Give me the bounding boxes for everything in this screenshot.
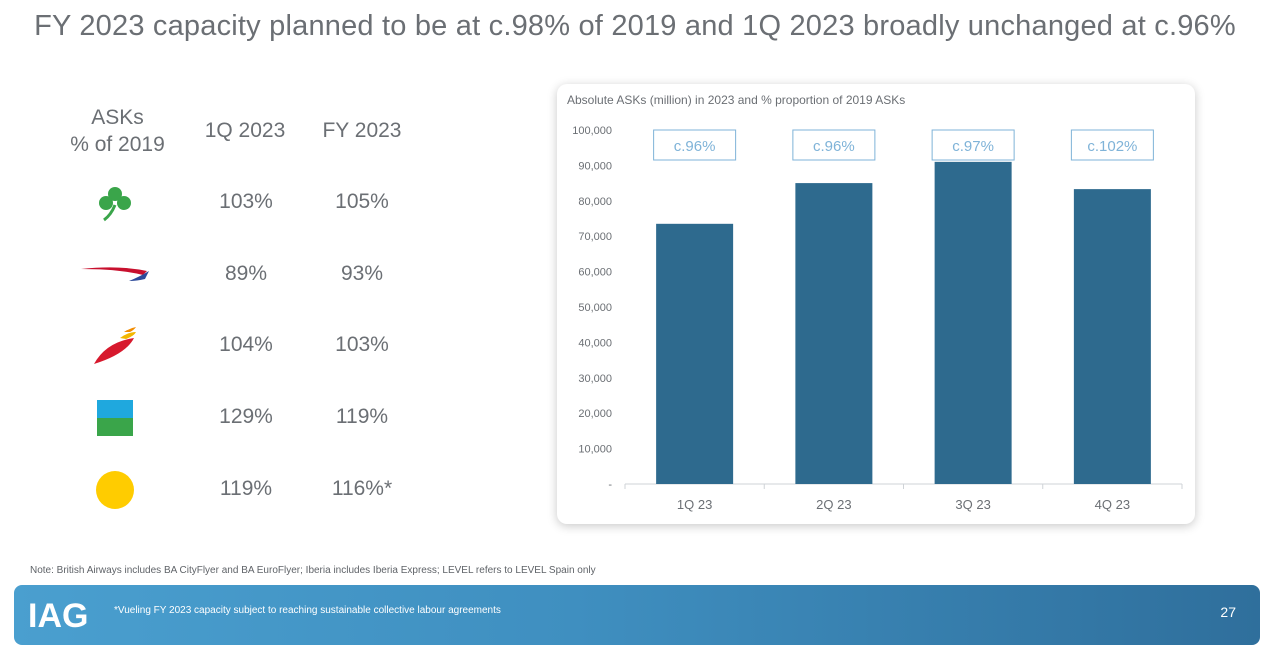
table-row-british-airways: 89% 93% <box>0 250 460 300</box>
table-row-vueling: 119% 116%* <box>0 465 460 515</box>
percent-label-box <box>1070 129 1154 161</box>
bar <box>1073 189 1151 485</box>
bar <box>795 183 873 484</box>
fy-header: FY 2023 <box>322 119 402 142</box>
british-airways-speedmarque-logo <box>60 250 170 300</box>
asks-header: ASKs % of 2019 <box>55 104 180 158</box>
vueling-q1-value: 119% <box>219 477 273 500</box>
y-tick-label: 60,000 <box>578 267 612 279</box>
iberia-fy-value: 103% <box>335 333 389 356</box>
y-tick-label: 70,000 <box>578 231 612 243</box>
percent-label: c.96% <box>674 138 716 155</box>
level-q1-value: 129% <box>219 405 273 428</box>
y-tick-label: 80,000 <box>578 196 612 208</box>
footer-note: *Vueling FY 2023 capacity subject to rea… <box>114 605 501 616</box>
percent-label-box <box>792 129 876 161</box>
x-tick-label: 4Q 23 <box>1095 497 1130 512</box>
vueling-logo <box>60 465 170 515</box>
iberia-q1-value: 104% <box>219 333 273 356</box>
iag-logo-text: IAG <box>28 597 88 633</box>
q1-header: 1Q 2023 <box>204 119 286 142</box>
footnote: Note: British Airways includes BA CityFl… <box>30 565 596 576</box>
y-tick-label: - <box>608 479 612 491</box>
table-row-iberia: 104% 103% <box>0 321 460 371</box>
asks-bar-chart: - 10,000 20,000 30,000 40,000 50,000 60,000 70,… <box>572 125 1183 512</box>
y-tick-label: 90,000 <box>578 160 612 172</box>
level-fy-value: 119% <box>335 405 389 428</box>
british-airways-q1-value: 89% <box>224 262 268 285</box>
level-logo <box>60 393 170 443</box>
chart-card: Absolute ASKs (million) in 2023 and % pr… <box>557 84 1195 524</box>
asks-header-line2: % of 2019 <box>70 133 165 156</box>
british-airways-fy-value: 93% <box>340 262 384 285</box>
chart-title: Absolute ASKs (million) in 2023 and % pr… <box>567 93 906 107</box>
table-row-level: 129% 119% <box>0 393 460 443</box>
y-tick-label: 100,000 <box>572 125 612 137</box>
table-row-aer-lingus: 103% 105% <box>0 178 460 228</box>
vueling-fy-value: 116%* <box>331 477 393 500</box>
slide-title: FY 2023 capacity planned to be at c.98% … <box>34 10 1236 42</box>
y-tick-label: 30,000 <box>578 373 612 385</box>
aer-lingus-shamrock-logo <box>60 178 170 228</box>
percent-label: c.102% <box>1087 138 1137 155</box>
x-tick-label: 1Q 23 <box>677 497 712 512</box>
bar <box>656 223 734 484</box>
percent-label-box <box>931 129 1015 161</box>
aer-lingus-fy-value: 105% <box>335 190 389 213</box>
percent-label-box <box>653 129 737 161</box>
bar <box>934 161 1012 485</box>
x-tick-label: 3Q 23 <box>955 497 990 512</box>
asks-header-line1: ASKs <box>91 106 144 129</box>
iberia-logo <box>60 321 170 371</box>
y-tick-label: 10,000 <box>578 444 612 456</box>
footer-bar: IAG *Vueling FY 2023 capacity subject to… <box>14 585 1260 645</box>
percent-label: c.96% <box>813 138 855 155</box>
page-number: 27 <box>1220 604 1236 620</box>
y-tick-label: 40,000 <box>578 337 612 349</box>
y-tick-label: 50,000 <box>578 302 612 314</box>
aer-lingus-q1-value: 103% <box>219 190 273 213</box>
iag-logo: IAG <box>28 597 88 633</box>
percent-label: c.97% <box>952 138 994 155</box>
y-tick-label: 20,000 <box>578 408 612 420</box>
x-tick-label: 2Q 23 <box>816 497 851 512</box>
